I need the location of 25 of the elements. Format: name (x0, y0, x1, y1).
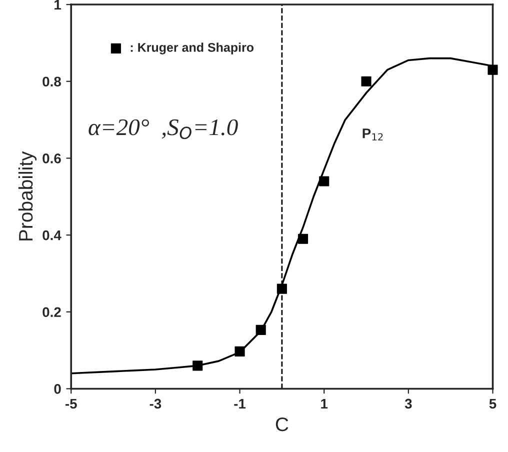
point (319, 176, 330, 186)
y-tick-label: 0 (54, 384, 61, 394)
x-tick-label: -3 (150, 398, 162, 409)
annotation: P$_{12}$ (362, 128, 383, 140)
x-tick-label: 3 (404, 398, 412, 409)
point (361, 76, 372, 86)
x-axis-title: C (276, 417, 288, 432)
y-tick-label: 0.8 (42, 76, 61, 87)
x-tick-label: -1 (234, 398, 246, 409)
legend-label: : Kruger and Shapiro (130, 42, 254, 54)
x-tick-label: 5 (489, 398, 496, 409)
point (234, 346, 245, 356)
y-tick-label: 0.4 (42, 230, 62, 240)
x-tick-label: -5 (65, 398, 77, 409)
y-tick-label: 0.6 (42, 154, 61, 164)
point (192, 360, 203, 371)
x-tick-label: 1 (321, 398, 328, 409)
y-tick-label: 1 (54, 0, 62, 10)
point (298, 234, 308, 244)
annotation: α=20° ,S$_{O}$=1.0 (88, 119, 238, 140)
y-axis-title: Probability (18, 151, 37, 240)
point (276, 284, 287, 294)
point (256, 324, 266, 335)
y-tick-label: 0.2 (42, 307, 61, 318)
point (488, 64, 498, 75)
